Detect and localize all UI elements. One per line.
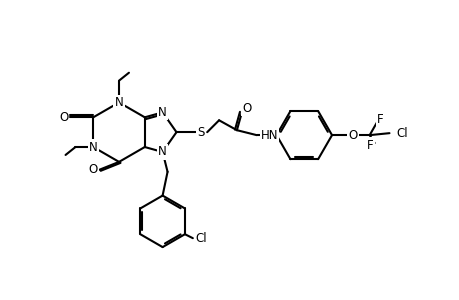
Text: Cl: Cl (195, 232, 206, 245)
Text: F: F (376, 113, 383, 126)
Text: F: F (367, 139, 373, 152)
Text: N: N (114, 96, 123, 109)
Text: Cl: Cl (396, 127, 407, 140)
Text: O: O (242, 102, 251, 115)
Text: O: O (347, 129, 357, 142)
Text: HN: HN (260, 129, 278, 142)
Text: N: N (89, 140, 97, 154)
Text: N: N (158, 146, 167, 158)
Text: S: S (197, 126, 205, 139)
Text: O: O (89, 163, 98, 176)
Text: N: N (158, 106, 167, 119)
Text: O: O (59, 111, 68, 124)
